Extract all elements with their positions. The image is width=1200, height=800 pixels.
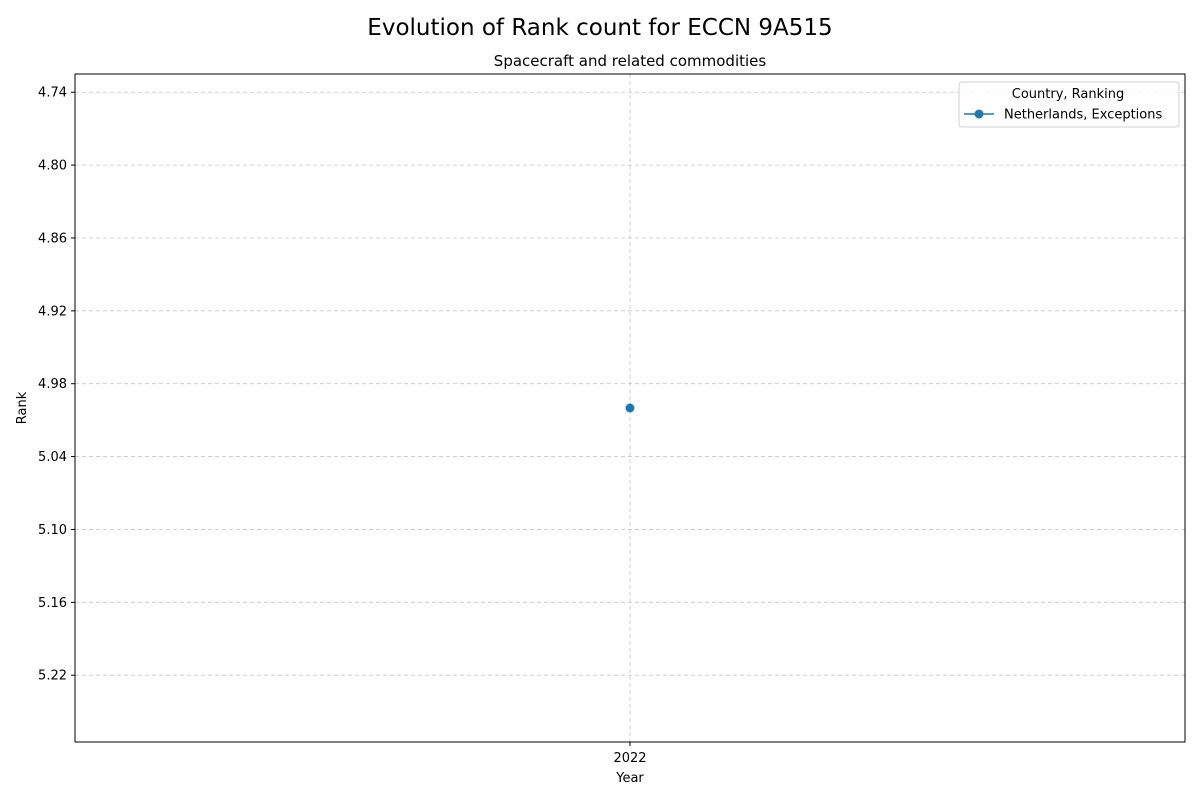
y-tick-label: 4.74 [38, 86, 67, 101]
y-tick-label: 5.16 [38, 596, 67, 611]
legend: Country, Ranking Netherlands, Exceptions [958, 81, 1180, 128]
legend-entries: Netherlands, Exceptions [964, 108, 1162, 123]
data-point [625, 403, 635, 413]
axes: 4.74 4.80 4.86 4.92 4.98 5.04 5.10 5.16 5.22 2022 [38, 73, 1186, 766]
y-tick-label: 4.98 [38, 377, 67, 392]
series-layer [625, 403, 635, 413]
legend-label: Netherlands, Exceptions [1004, 108, 1162, 123]
y-tick-label: 4.80 [38, 159, 67, 174]
y-tick-label: 4.86 [38, 231, 67, 246]
legend-title: Country, Ranking [1012, 87, 1125, 102]
y-tick-label: 5.10 [38, 523, 67, 538]
x-tick-label: 2022 [613, 751, 646, 766]
legend-marker [974, 109, 984, 119]
y-axis-label: Rank [15, 391, 30, 424]
x-axis-label: Year [615, 771, 644, 786]
chart-title: Evolution of Rank count for ECCN 9A515 [367, 15, 832, 41]
y-tick-label: 5.22 [38, 669, 67, 684]
y-tick-label: 4.92 [38, 304, 67, 319]
y-tick-label: 5.04 [38, 450, 67, 465]
grid [75, 74, 1185, 742]
plot-frame [74, 73, 1186, 743]
chart-subtitle: Spacecraft and related commodities [494, 52, 767, 70]
legend-box [958, 81, 1180, 128]
